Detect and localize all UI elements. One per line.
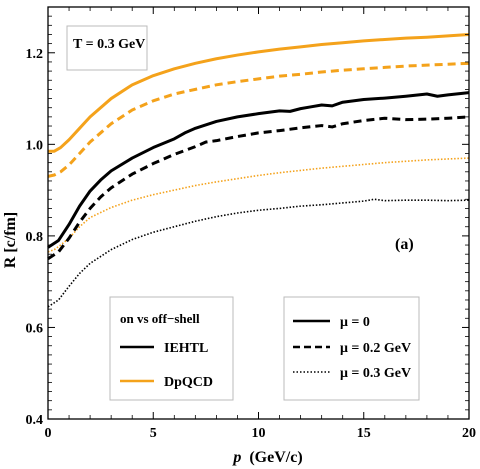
- y-tick-label: 1.0: [26, 138, 44, 153]
- series-iehtl-mu0-line: [47, 91, 470, 249]
- panel-label: (a): [395, 236, 414, 253]
- temperature-box: [66, 25, 148, 71]
- series-dpqcd-mu03-line: [47, 157, 470, 253]
- x-tick-label: 0: [45, 426, 52, 441]
- x-axis-unit: (GeV/c): [249, 449, 302, 466]
- x-tick-label: 5: [150, 426, 157, 441]
- x-axis-variable: p: [231, 449, 241, 466]
- legend-label-iehtl: IEHTL: [164, 341, 208, 356]
- legend-models: on vs off−shell IEHTL DpQCD: [109, 296, 234, 401]
- legend-label-dpqcd: DpQCD: [164, 375, 213, 390]
- legend-models-box: [109, 296, 234, 401]
- x-axis-label: p (GeV/c): [231, 449, 302, 466]
- x-tick-label: 15: [357, 426, 371, 441]
- temperature-annotation: T = 0.3 GeV: [73, 37, 145, 52]
- series-iehtl-mu02-line: [47, 115, 470, 261]
- y-tick-label: 0.4: [26, 413, 44, 428]
- legend-models-title: on vs off−shell: [120, 311, 200, 326]
- legend-mu: μ = 0 μ = 0.2 GeV μ = 0.3 GeV: [283, 296, 420, 401]
- legend-label-mu03: μ = 0.3 GeV: [340, 366, 411, 381]
- series-dpqcd-mu02-line: [47, 61, 470, 178]
- curves-layer: [47, 32, 470, 308]
- legend-mu-box: [283, 296, 420, 401]
- y-tick-label: 1.2: [26, 47, 44, 62]
- y-tick-label: 0.8: [26, 230, 44, 245]
- x-tick-label: 20: [462, 426, 476, 441]
- series-iehtl-mu03-line: [47, 198, 470, 308]
- y-tick-label: 0.6: [26, 321, 44, 336]
- legend-label-mu02: μ = 0.2 GeV: [340, 341, 411, 356]
- series-dpqcd-mu0-line: [48, 32, 470, 153]
- x-tick-label: 10: [252, 426, 266, 441]
- y-axis-label: R [c/fm]: [2, 212, 19, 268]
- axis-ticks: 0 5 10 15 20 0.4 0.6 0.8 1.0 1.2: [26, 6, 476, 441]
- legend-label-mu0: μ = 0: [340, 315, 370, 330]
